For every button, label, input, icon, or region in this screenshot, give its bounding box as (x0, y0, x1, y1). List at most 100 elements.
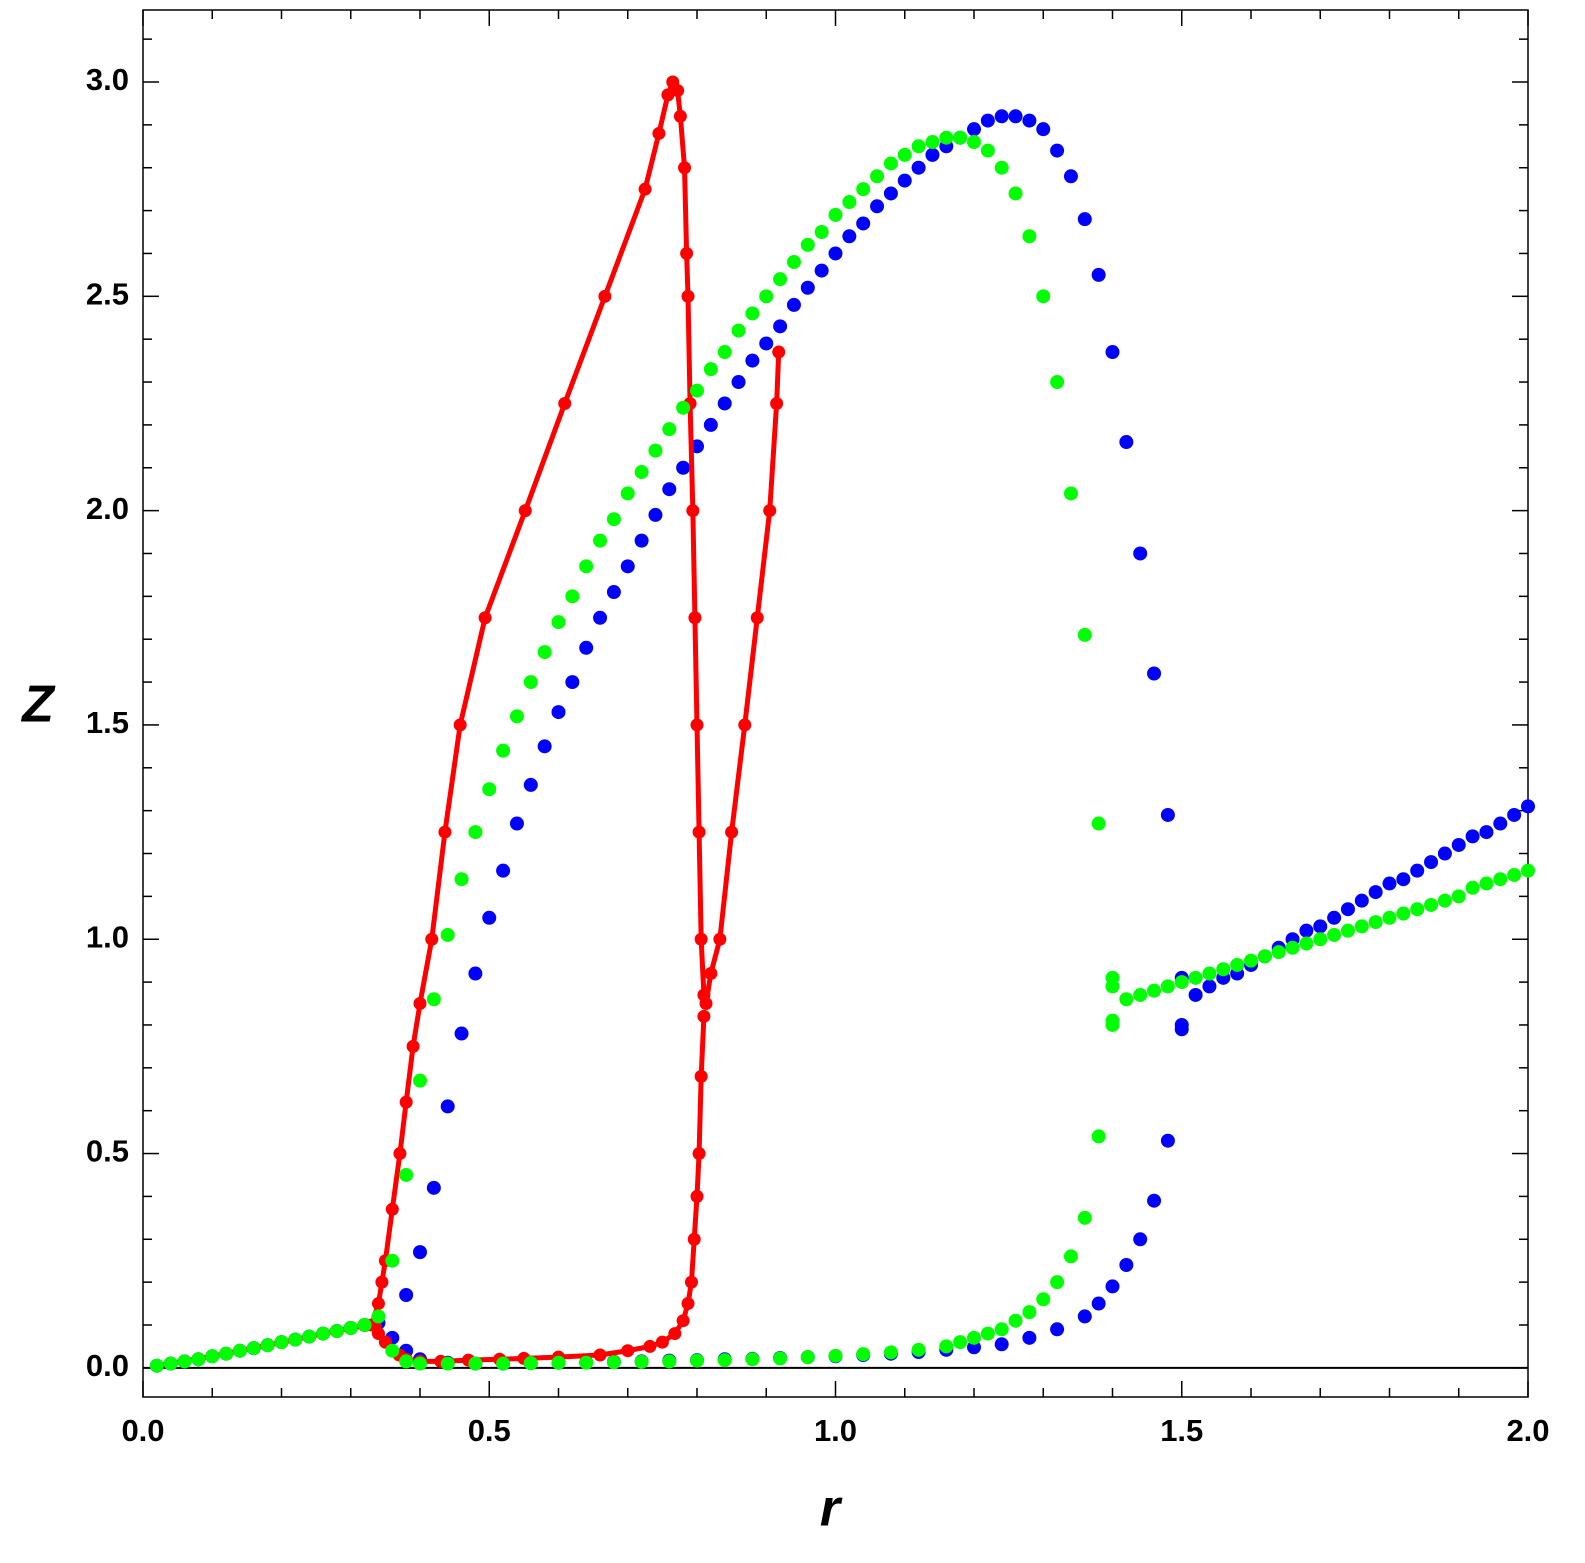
data-point (692, 1147, 706, 1161)
data-point (1133, 987, 1148, 1002)
data-point (994, 160, 1009, 175)
data-point (551, 615, 566, 630)
data-point (1396, 872, 1411, 887)
data-point (551, 705, 566, 720)
data-point (994, 1337, 1009, 1352)
data-point (925, 135, 940, 150)
data-point (678, 161, 692, 175)
data-point (579, 640, 594, 655)
data-point (911, 1342, 926, 1357)
x-tick-label: 0.0 (121, 1413, 164, 1448)
data-point (509, 709, 524, 724)
data-point (1022, 1330, 1037, 1345)
data-point (994, 1322, 1009, 1337)
data-point (1050, 1322, 1065, 1337)
data-point (246, 1341, 261, 1356)
data-point (1147, 1193, 1162, 1208)
y-tick-label: 1.0 (86, 919, 129, 954)
data-point (606, 512, 621, 527)
data-point (1091, 267, 1106, 282)
data-point (426, 992, 441, 1007)
data-point (1451, 837, 1466, 852)
data-point (1202, 979, 1217, 994)
data-point (842, 229, 857, 244)
data-point (652, 126, 666, 140)
data-point (413, 1245, 427, 1260)
data-point (994, 109, 1009, 124)
data-point (468, 966, 483, 981)
data-point (643, 1339, 657, 1353)
data-point (1160, 807, 1175, 822)
data-point (967, 1330, 981, 1345)
data-point (648, 443, 663, 458)
data-point (149, 1358, 164, 1373)
data-point (828, 1348, 843, 1363)
data-point (828, 207, 843, 222)
data-point (1077, 212, 1092, 227)
data-point (1230, 957, 1245, 972)
data-point (406, 1039, 420, 1053)
data-point (883, 1345, 898, 1360)
data-point (1160, 979, 1175, 994)
data-point (509, 816, 524, 831)
data-point (911, 160, 926, 175)
data-point (1410, 902, 1425, 917)
data-point (496, 743, 511, 758)
data-point (620, 559, 635, 574)
data-point (662, 422, 677, 437)
data-point (1493, 816, 1508, 831)
data-point (1396, 906, 1411, 921)
data-point (897, 147, 912, 162)
data-point (537, 645, 552, 660)
x-tick-label: 1.0 (814, 1413, 857, 1448)
data-point (1160, 1133, 1175, 1148)
data-point (939, 130, 954, 145)
data-point (967, 135, 981, 150)
data-point (690, 1353, 704, 1368)
data-point (690, 1189, 704, 1203)
data-point (1077, 627, 1092, 642)
data-point (814, 225, 829, 240)
data-point (680, 246, 694, 260)
data-point (856, 1347, 871, 1362)
data-point (606, 585, 621, 600)
data-point (662, 482, 677, 497)
data-point (1382, 876, 1397, 891)
data-point (1299, 923, 1314, 938)
data-point (1063, 1249, 1078, 1264)
y-axis-label: Z (20, 676, 56, 734)
data-point (537, 739, 552, 754)
data-point (800, 237, 815, 252)
data-point (655, 1335, 669, 1349)
data-point (1077, 1210, 1092, 1225)
data-point (468, 1356, 483, 1371)
data-point (697, 1009, 711, 1023)
data-point (828, 246, 843, 261)
data-point (468, 825, 483, 840)
data-point (694, 932, 708, 946)
data-point (745, 306, 760, 321)
data-point (316, 1326, 331, 1341)
data-point (454, 872, 469, 887)
data-point (692, 825, 706, 839)
data-point (1050, 1275, 1065, 1290)
data-point (980, 113, 995, 128)
data-point (1063, 486, 1078, 501)
data-point (1022, 113, 1037, 128)
data-point (1493, 872, 1508, 887)
y-tick-label: 3.0 (86, 62, 129, 97)
data-point (684, 1275, 698, 1289)
y-tick-label: 2.0 (86, 491, 129, 526)
data-point (1479, 825, 1494, 840)
data-point (731, 375, 746, 390)
data-point (703, 362, 718, 377)
data-point (385, 1343, 400, 1358)
data-point (1133, 1232, 1148, 1247)
data-point (1382, 910, 1397, 925)
data-point (676, 460, 691, 475)
data-point (1091, 1296, 1106, 1311)
data-point (1105, 1017, 1120, 1032)
data-point (1451, 889, 1466, 904)
data-point (1354, 919, 1369, 934)
